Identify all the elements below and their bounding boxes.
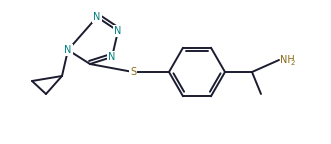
Text: 2: 2 (291, 60, 295, 66)
Text: S: S (130, 67, 136, 77)
Text: N: N (64, 45, 72, 55)
Text: N: N (114, 26, 122, 36)
Text: N: N (108, 52, 116, 62)
Text: NH: NH (280, 55, 295, 65)
Text: N: N (93, 12, 101, 22)
